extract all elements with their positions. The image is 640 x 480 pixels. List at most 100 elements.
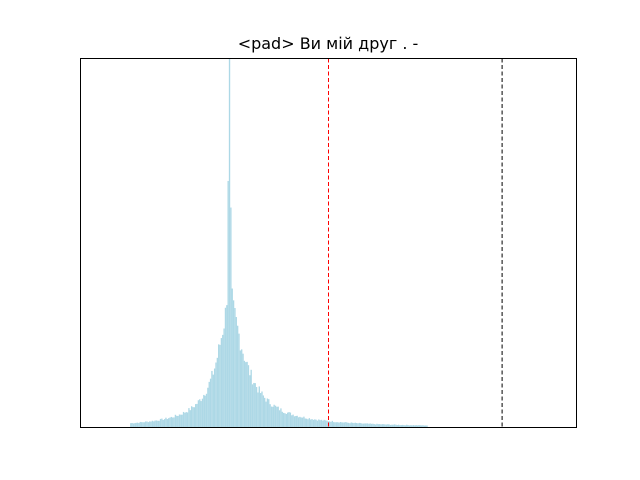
histogram-bar bbox=[132, 423, 135, 428]
histogram-bar bbox=[368, 423, 370, 428]
histogram-bar bbox=[320, 419, 323, 428]
histogram-bar bbox=[172, 417, 174, 428]
histogram-bar bbox=[188, 408, 190, 428]
histogram-bar bbox=[331, 420, 334, 428]
histogram-bar bbox=[190, 406, 193, 428]
histogram-bar bbox=[392, 424, 394, 428]
histogram-bar bbox=[422, 425, 424, 428]
histogram-bar bbox=[264, 397, 266, 428]
histogram-bar bbox=[310, 419, 312, 428]
histogram-bar bbox=[258, 386, 260, 428]
histogram-bar bbox=[207, 387, 209, 428]
histogram-bar bbox=[165, 417, 167, 428]
histogram-bar bbox=[342, 422, 344, 428]
histogram-bar bbox=[349, 423, 351, 428]
histogram-bar bbox=[149, 421, 151, 428]
histogram-bar bbox=[254, 383, 256, 428]
histogram-bar bbox=[364, 423, 366, 428]
histogram-bar bbox=[158, 420, 160, 428]
plot-frame bbox=[80, 58, 577, 428]
chart-title: <pad> Ви мій друг . - bbox=[238, 34, 419, 53]
histogram-bar bbox=[285, 413, 288, 428]
histogram-bar bbox=[213, 368, 216, 428]
histogram-bar bbox=[136, 422, 139, 428]
histogram-bar bbox=[230, 207, 232, 428]
histogram-bar bbox=[269, 404, 271, 428]
histogram-bar bbox=[410, 425, 412, 428]
histogram-bar bbox=[389, 424, 392, 428]
histogram-bar bbox=[270, 406, 273, 428]
histogram-bar bbox=[218, 344, 220, 428]
histogram-bar bbox=[288, 412, 290, 428]
histogram-bar bbox=[297, 417, 300, 428]
histogram-bar bbox=[341, 422, 343, 428]
histogram-bar bbox=[388, 424, 390, 428]
histogram-bar bbox=[140, 422, 143, 428]
histogram-bar bbox=[255, 387, 258, 428]
histogram-bar bbox=[335, 422, 338, 428]
histogram-bar bbox=[397, 424, 400, 428]
histogram-bar bbox=[308, 418, 311, 428]
histogram-bar bbox=[163, 419, 166, 428]
histogram-bar bbox=[324, 420, 327, 428]
histogram-bar bbox=[303, 416, 305, 428]
histogram-bar bbox=[391, 424, 393, 428]
histogram-bar bbox=[403, 425, 405, 428]
histogram-bar bbox=[365, 423, 367, 428]
histogram-bar bbox=[272, 406, 274, 428]
histogram-bar bbox=[147, 422, 150, 428]
histogram-bar bbox=[393, 424, 396, 428]
histogram-bar bbox=[278, 410, 281, 428]
histogram-bar bbox=[246, 361, 248, 428]
histogram-bar bbox=[333, 422, 335, 428]
histogram-bar bbox=[192, 407, 194, 428]
histogram-bar bbox=[280, 408, 282, 428]
histogram-bar bbox=[215, 362, 217, 428]
histogram-bar bbox=[189, 410, 191, 428]
histogram-bar bbox=[181, 414, 183, 428]
histogram-bar bbox=[135, 422, 137, 428]
histogram-bar bbox=[400, 425, 402, 428]
histogram-bar bbox=[281, 411, 283, 428]
histogram-bar bbox=[312, 419, 315, 428]
histogram-bar bbox=[411, 425, 413, 428]
histogram-bar bbox=[362, 423, 365, 428]
histogram-bar bbox=[326, 420, 328, 428]
histogram-bar bbox=[289, 412, 292, 428]
histogram-bar bbox=[170, 416, 173, 428]
histogram-bar bbox=[241, 349, 243, 428]
histogram-bar bbox=[345, 422, 347, 428]
histogram-bar bbox=[328, 421, 331, 428]
histogram-bar bbox=[323, 419, 325, 428]
histogram-bar bbox=[143, 422, 145, 428]
histogram-bar bbox=[420, 425, 423, 428]
histogram-bar bbox=[173, 417, 175, 428]
histogram-bar bbox=[153, 421, 155, 428]
histogram-bar bbox=[274, 405, 277, 428]
histogram-bar bbox=[304, 418, 306, 428]
histogram-bar bbox=[231, 288, 233, 428]
histogram-bar bbox=[249, 375, 251, 428]
histogram-bar bbox=[318, 419, 320, 428]
histogram-bar bbox=[138, 423, 140, 428]
reference-lines bbox=[328, 58, 503, 428]
histogram-bar bbox=[319, 420, 321, 428]
histogram-bar bbox=[265, 401, 267, 428]
histogram-bar bbox=[201, 398, 204, 428]
histogram-bar bbox=[383, 424, 385, 428]
histogram-bar bbox=[277, 406, 279, 428]
histogram-bar bbox=[358, 422, 361, 428]
histogram-bar bbox=[414, 425, 416, 428]
histogram-bar bbox=[339, 422, 342, 428]
histogram-bar bbox=[134, 423, 136, 428]
histogram-bar bbox=[381, 424, 384, 428]
histogram-bar bbox=[372, 423, 374, 428]
histogram-bar bbox=[245, 362, 247, 428]
histogram-bar bbox=[300, 417, 302, 428]
histogram-bar bbox=[337, 422, 339, 428]
histogram-bar bbox=[166, 419, 168, 428]
histogram-bar bbox=[415, 425, 417, 428]
histogram-bar bbox=[177, 415, 179, 428]
histogram-bar bbox=[301, 417, 304, 428]
histogram-bar bbox=[139, 421, 141, 428]
